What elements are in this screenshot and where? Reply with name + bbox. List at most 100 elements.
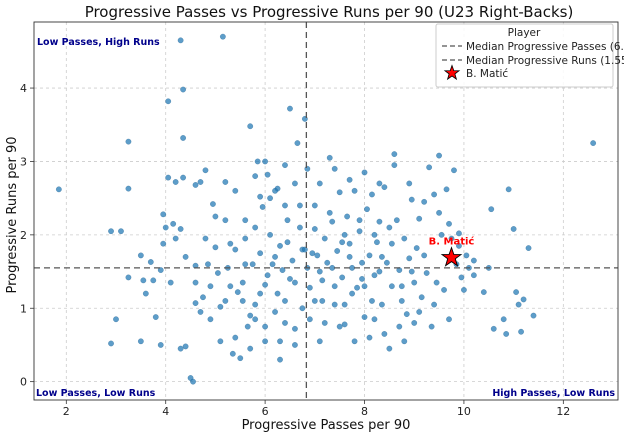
data-point	[217, 338, 224, 345]
data-point	[441, 286, 447, 293]
data-point	[411, 279, 418, 286]
data-point	[351, 338, 358, 345]
data-point	[463, 252, 470, 259]
data-point	[349, 290, 356, 297]
data-point	[378, 301, 385, 308]
data-point	[282, 297, 288, 304]
data-point	[438, 231, 445, 238]
data-point	[431, 191, 438, 198]
data-point	[401, 338, 408, 345]
data-point	[421, 252, 428, 259]
data-point	[590, 140, 597, 147]
data-point	[147, 259, 154, 265]
data-point	[257, 250, 264, 257]
data-point	[197, 179, 204, 185]
data-point	[247, 345, 254, 352]
data-point	[232, 334, 239, 341]
y-tick-label: 0	[20, 376, 27, 389]
legend-entry-median-passes: Median Progressive Passes (6.83)	[466, 41, 624, 53]
data-point	[277, 242, 283, 249]
data-point	[180, 86, 187, 93]
data-point	[291, 279, 298, 286]
data-point	[262, 338, 269, 345]
data-point	[279, 267, 286, 274]
data-point	[396, 323, 403, 330]
data-point	[192, 181, 199, 188]
y-tick-label: 4	[20, 82, 27, 95]
data-point	[282, 162, 288, 169]
data-point	[294, 140, 301, 147]
data-point	[381, 184, 388, 191]
data-point	[282, 202, 288, 209]
data-point	[157, 342, 164, 348]
data-point	[259, 204, 266, 210]
data-point	[202, 235, 209, 242]
data-point	[490, 325, 497, 332]
data-point	[309, 250, 316, 257]
quadrant-label-bottom-right: High Passes, Low Runs	[492, 388, 615, 399]
data-point	[364, 206, 370, 213]
data-point	[446, 316, 452, 323]
data-point	[376, 218, 383, 225]
y-axis-label: Progressive Runs per 90	[5, 136, 20, 293]
data-point	[207, 316, 214, 323]
data-point	[403, 311, 410, 318]
data-point	[391, 162, 398, 169]
data-point	[311, 226, 318, 232]
data-point	[254, 158, 261, 165]
data-point	[152, 314, 159, 321]
data-point	[423, 270, 430, 276]
data-point	[319, 297, 326, 304]
data-point	[388, 283, 395, 290]
data-point	[182, 253, 189, 260]
data-point	[418, 294, 425, 301]
data-point	[446, 220, 452, 227]
data-point	[428, 323, 435, 330]
data-point	[383, 259, 390, 266]
data-point	[234, 289, 241, 296]
data-point	[287, 105, 293, 112]
legend-title: Player	[508, 27, 541, 39]
data-point	[55, 186, 62, 193]
data-point	[398, 297, 405, 304]
data-point	[160, 240, 167, 247]
data-point	[406, 180, 413, 187]
data-point	[460, 286, 467, 293]
data-point	[503, 330, 510, 337]
data-point	[316, 180, 323, 187]
data-point	[229, 350, 236, 357]
data-point	[157, 267, 164, 274]
x-tick-label: 10	[457, 405, 471, 418]
data-point	[274, 290, 281, 297]
data-point	[304, 165, 311, 172]
data-point	[287, 275, 293, 282]
data-point	[272, 308, 279, 315]
data-point	[386, 345, 393, 352]
data-point	[433, 279, 440, 286]
data-point	[219, 33, 226, 40]
data-point	[329, 218, 336, 225]
data-point	[386, 224, 393, 231]
data-point	[197, 308, 204, 315]
data-point	[443, 186, 450, 193]
data-point	[262, 281, 269, 288]
data-point	[319, 277, 326, 284]
x-tick-label: 12	[556, 405, 570, 418]
data-point	[344, 213, 351, 220]
data-point	[436, 209, 443, 216]
data-point	[500, 316, 507, 323]
data-point	[505, 186, 512, 193]
data-point	[222, 179, 229, 185]
data-point	[488, 206, 495, 213]
data-point	[140, 277, 147, 284]
data-point	[291, 180, 298, 187]
data-point	[205, 261, 211, 268]
highlight-player-label: B. Matić	[429, 236, 475, 248]
data-point	[182, 343, 189, 350]
data-point	[413, 245, 420, 252]
data-point	[237, 355, 244, 362]
data-point	[371, 316, 378, 323]
data-point	[296, 224, 303, 231]
data-point	[222, 217, 229, 224]
